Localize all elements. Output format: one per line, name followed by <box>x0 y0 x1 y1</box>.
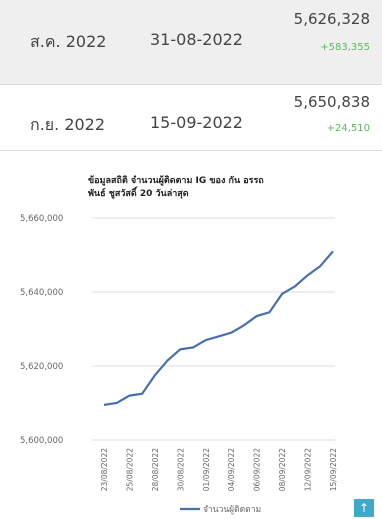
scroll-top-button[interactable]: ↑ <box>354 499 374 517</box>
month: ก.ย. 2022 <box>30 115 106 134</box>
y-tick-label: 5,660,000 <box>20 214 63 224</box>
x-tick-label: 12/09/2022 <box>304 448 313 491</box>
x-tick-label: 23/08/2022 <box>100 448 109 491</box>
y-tick-label: 5,620,000 <box>20 362 63 372</box>
change: +24,510 <box>326 123 370 134</box>
followers: 5,626,328 <box>293 10 370 28</box>
x-tick-label: 08/09/2022 <box>278 448 287 491</box>
followers: 5,650,838 <box>293 93 370 111</box>
legend-label: จำนวนผู้ติดตาม <box>203 504 261 515</box>
x-tick-label: 04/09/2022 <box>227 448 236 491</box>
x-tick-label: 30/08/2022 <box>176 448 185 491</box>
x-tick-label: 06/09/2022 <box>253 448 262 491</box>
x-tick-label: 01/09/2022 <box>202 448 211 491</box>
date: 31-08-2022 <box>150 30 243 49</box>
y-tick-label: 5,640,000 <box>20 288 63 298</box>
x-tick-label: 25/08/2022 <box>125 448 134 491</box>
month: ส.ค. 2022 <box>30 32 107 51</box>
x-tick-label: 15/09/2022 <box>329 448 338 491</box>
table-row: ส.ค. 2022 31-08-2022 5,626,328 +583,355 <box>0 0 382 85</box>
x-tick-label: 28/08/2022 <box>151 448 160 491</box>
chart-title: ข้อมูลสถิติ จำนวนผู้ติดตาม IG ของ กัน อร… <box>88 176 264 199</box>
change: +583,355 <box>320 42 370 53</box>
date: 15-09-2022 <box>150 113 243 132</box>
table-row: ก.ย. 2022 15-09-2022 5,650,838 +24,510 <box>0 85 382 151</box>
line <box>103 250 334 406</box>
y-tick-label: 5,600,000 <box>20 436 63 446</box>
